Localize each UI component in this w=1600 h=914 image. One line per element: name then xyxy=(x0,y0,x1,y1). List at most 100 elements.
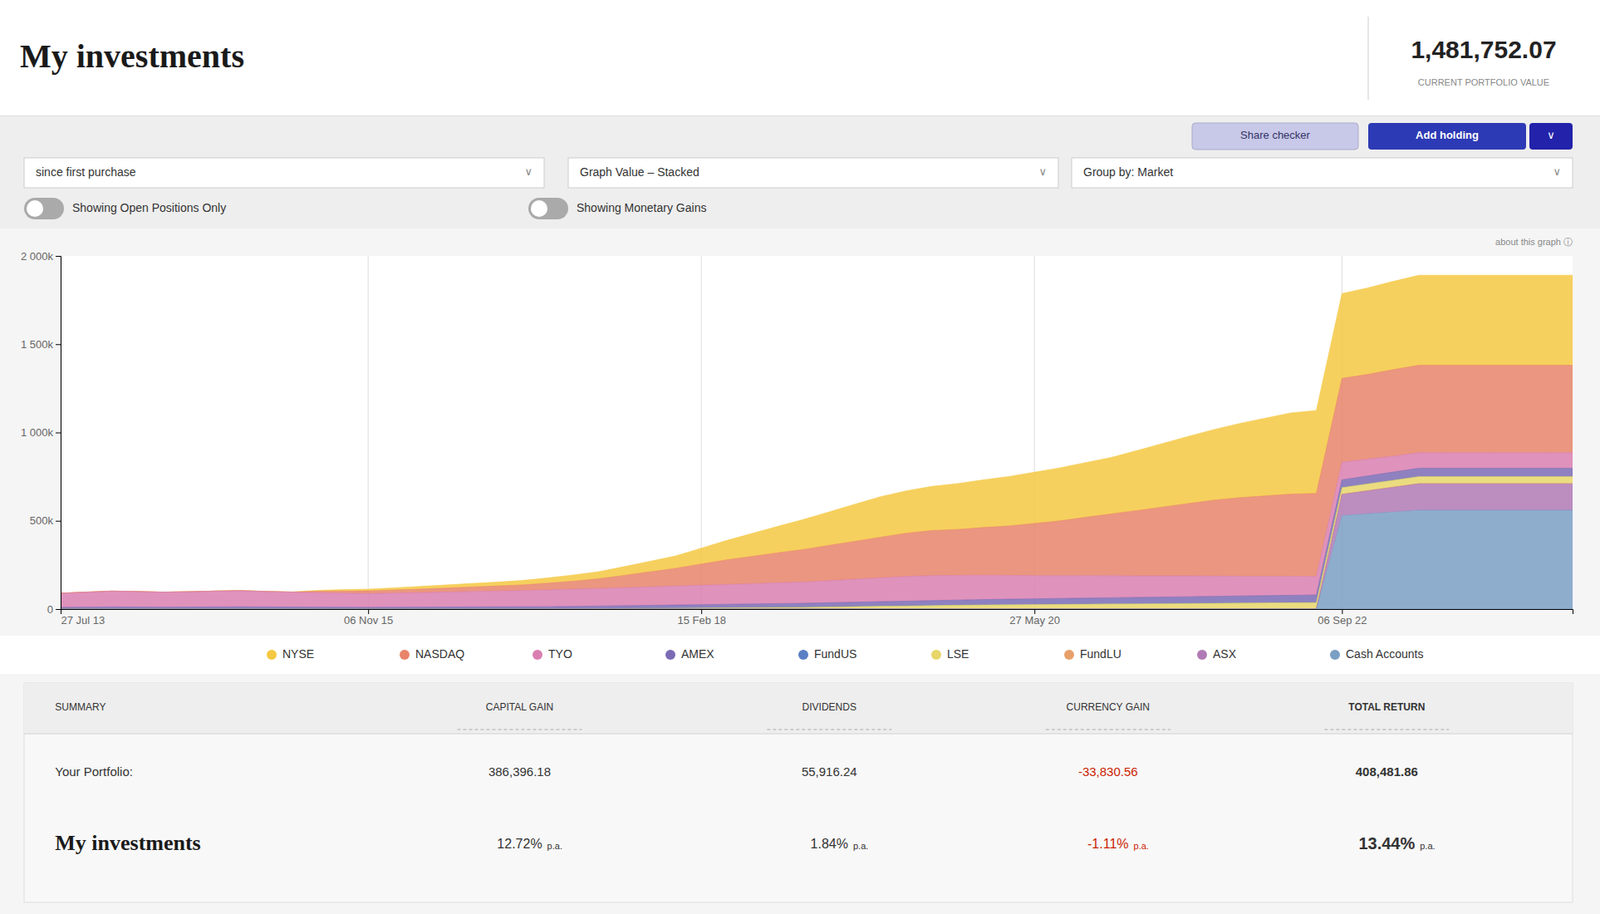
legend-label: FundLU xyxy=(1079,647,1122,661)
table-header: CURRENCY GAIN xyxy=(1066,701,1150,713)
tick: 0 xyxy=(47,603,61,616)
legend-item: TYO xyxy=(532,647,573,661)
tick-mark xyxy=(701,608,702,614)
table-header-background xyxy=(24,682,1573,733)
legend-item: ASX xyxy=(1197,647,1237,661)
header-underline xyxy=(1324,729,1449,731)
dropdown[interactable]: Group by: Market ∨ xyxy=(1071,157,1573,188)
legend-swatch xyxy=(1064,649,1075,660)
row-value: 1.84% xyxy=(810,836,849,851)
chevron: ∨ xyxy=(1038,165,1047,178)
tick-mark xyxy=(55,343,61,345)
legend-item: Cash Accounts xyxy=(1330,647,1424,661)
tick-mark xyxy=(368,608,369,614)
share-checker-button[interactable]: Share checker xyxy=(1192,122,1359,150)
toggle-switch[interactable] xyxy=(528,197,569,220)
row-value: -1.11% xyxy=(1087,836,1129,851)
tick-label: 1 000k xyxy=(20,426,54,439)
tick-label: 27 May 20 xyxy=(1009,613,1061,627)
table-header: TOTAL RETURN xyxy=(1348,701,1425,713)
legend: NYSENASDAQTYOAMEXFundUSLSEFundLUASXCash … xyxy=(0,635,1600,674)
table-background xyxy=(24,682,1573,903)
portfolio-label: CURRENT PORTFOLIO VALUE xyxy=(1418,77,1550,88)
tick-label: 06 Nov 15 xyxy=(343,613,393,627)
row-suffix: p.a. xyxy=(547,840,563,851)
area xyxy=(60,476,1573,609)
legend-item: FundUS xyxy=(798,647,857,661)
button-box[interactable] xyxy=(1368,122,1527,150)
tick-mark xyxy=(55,432,61,434)
legend-swatch xyxy=(1197,649,1208,660)
header-background xyxy=(0,0,1600,117)
legend-swatch xyxy=(931,649,942,660)
controls-background xyxy=(0,116,1600,229)
plot-background xyxy=(60,255,1573,609)
tick: 1 500k xyxy=(20,338,61,351)
tick: 1 000k xyxy=(20,426,61,439)
area xyxy=(60,476,1573,609)
area xyxy=(60,510,1573,609)
area xyxy=(60,467,1573,609)
row-suffix: p.a. xyxy=(1133,840,1149,851)
legend-label: AMEX xyxy=(681,647,715,661)
chevron: ∨ xyxy=(1552,165,1561,178)
row-value: 55,916.24 xyxy=(801,764,858,779)
legend-item: AMEX xyxy=(665,647,715,661)
legend-swatch xyxy=(532,649,543,660)
header-separator xyxy=(0,115,1600,117)
toggle[interactable]: Showing Monetary Gains xyxy=(528,197,707,220)
tick-label: 2 000k xyxy=(20,250,54,263)
legend-label: NASDAQ xyxy=(415,647,465,661)
area xyxy=(60,483,1573,609)
tick: 27 Jul 13 xyxy=(61,608,106,627)
dropdown-label: Group by: Market xyxy=(1083,165,1174,179)
toggle[interactable]: Showing Open Positions Only xyxy=(24,197,226,220)
toggle-knob[interactable] xyxy=(530,200,548,217)
legend-item: NASDAQ xyxy=(399,647,465,661)
chevron: ∨ xyxy=(524,165,533,178)
tick-mark xyxy=(55,608,61,610)
portfolio-value: 1,481,752.07 xyxy=(1410,35,1556,64)
add-holding-button[interactable]: Add holding xyxy=(1368,122,1527,150)
header-underline xyxy=(456,729,582,731)
legend-label: TYO xyxy=(548,647,573,661)
dropdown-label: since first purchase xyxy=(35,165,137,179)
dropdown-box[interactable] xyxy=(24,157,545,188)
legend-swatch xyxy=(399,649,410,660)
row-suffix: p.a. xyxy=(1419,840,1435,851)
header: My investments 1,481,752.07 CURRENT PORTFO… xyxy=(0,0,1600,117)
header-underline xyxy=(766,729,892,731)
tick-label: 1 500k xyxy=(20,338,54,351)
tick-label: 27 Jul 13 xyxy=(61,613,106,627)
tick: 2 000k xyxy=(20,250,61,263)
button-label: Add holding xyxy=(1415,128,1479,142)
dropdown[interactable]: Graph Value – Stacked∨ xyxy=(568,157,1059,188)
legend-label: NYSE xyxy=(282,647,315,661)
button-box[interactable] xyxy=(1529,122,1573,150)
toggle-knob[interactable] xyxy=(26,200,44,217)
about-link: about this graph ⓘ xyxy=(1495,236,1573,247)
dropdown-box[interactable] xyxy=(1071,157,1573,188)
toggle-switch[interactable] xyxy=(24,197,64,220)
title: My investments xyxy=(19,37,245,75)
legend-label: ASX xyxy=(1212,647,1237,661)
dropdown-box[interactable] xyxy=(568,157,1059,188)
table-header: DIVIDENDS xyxy=(802,701,857,713)
button-label: Share checker xyxy=(1240,128,1311,142)
axis-line xyxy=(55,256,62,610)
tick: 06 Sep 22 xyxy=(1317,608,1367,627)
table-header: CAPITAL GAIN xyxy=(485,701,554,713)
tick: 15 Feb 18 xyxy=(677,608,727,627)
add-holding-menu-button[interactable]: ∨ xyxy=(1529,122,1573,150)
row-value: 13.44% xyxy=(1358,834,1415,853)
tick: 27 May 20 xyxy=(1009,608,1061,627)
header-underline xyxy=(1045,729,1171,731)
marks xyxy=(60,274,1573,609)
legend-item: FundLU xyxy=(1064,647,1122,661)
toggle-label: Showing Monetary Gains xyxy=(576,201,707,215)
dropdown[interactable]: since first purchase ∨ xyxy=(24,157,545,188)
chart: 0500k1 000k1 500k2 000k27 Jul 1306 Nov 1… xyxy=(20,250,1574,628)
header-rule xyxy=(24,733,1573,735)
legend-item: NYSE xyxy=(266,647,315,661)
button-box[interactable] xyxy=(1192,122,1359,150)
